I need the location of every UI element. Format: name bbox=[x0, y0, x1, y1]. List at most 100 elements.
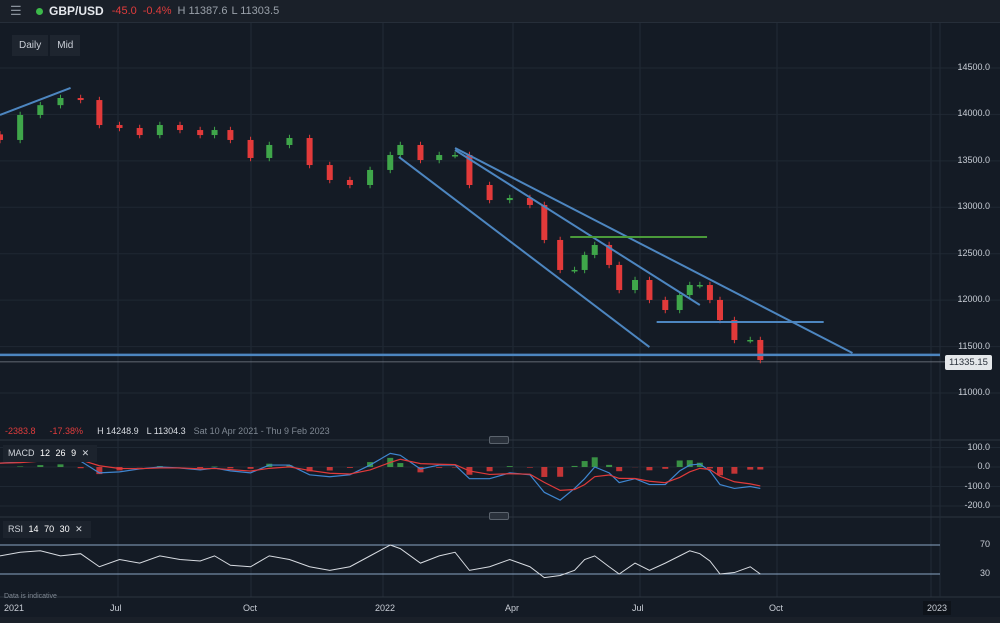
candle bbox=[306, 138, 313, 166]
candle bbox=[436, 155, 443, 161]
candle bbox=[417, 144, 424, 161]
time-axis-label: Oct bbox=[243, 603, 258, 613]
price-axis-label: 12500.0 bbox=[957, 247, 990, 258]
macd-histogram-bar bbox=[397, 463, 404, 467]
price-axis-label: 13000.0 bbox=[957, 201, 990, 212]
price-axis-label: 14000.0 bbox=[957, 108, 990, 119]
macd-histogram-bar bbox=[436, 467, 443, 468]
macd-histogram-bar bbox=[227, 467, 234, 469]
candle bbox=[646, 279, 653, 300]
range-high: H 14248.9 bbox=[97, 426, 139, 436]
price-axis-label: 11000.0 bbox=[958, 387, 990, 397]
range-change: -2383.8 bbox=[5, 426, 36, 436]
market-status-icon bbox=[36, 7, 43, 15]
candle bbox=[156, 125, 163, 136]
candle bbox=[676, 295, 683, 310]
macd-histogram-bar bbox=[662, 467, 669, 469]
candle bbox=[506, 198, 513, 201]
candle bbox=[96, 100, 103, 126]
macd-axis-label: -100.0 bbox=[964, 480, 990, 491]
candle bbox=[486, 185, 493, 201]
macd-histogram-bar bbox=[557, 467, 564, 477]
day-low: L 11303.5 bbox=[231, 5, 280, 17]
macd-axis-label: 0.0 bbox=[977, 461, 990, 471]
candle bbox=[346, 179, 353, 186]
macd-histogram-bar bbox=[616, 467, 623, 472]
price-axis-label: 11500.0 bbox=[958, 340, 990, 351]
candle bbox=[177, 125, 183, 131]
macd-histogram-bar bbox=[486, 467, 493, 472]
macd-histogram-bar bbox=[676, 460, 683, 467]
macd-histogram-bar bbox=[506, 466, 513, 467]
macd-label: MACD bbox=[8, 448, 35, 458]
price-axis-label: 12000.0 bbox=[957, 294, 990, 305]
candle bbox=[571, 269, 578, 272]
candle bbox=[286, 138, 293, 145]
close-icon[interactable]: ✕ bbox=[75, 524, 83, 534]
rsi-param: 30 bbox=[59, 524, 70, 534]
candle bbox=[757, 339, 764, 361]
rsi-axis-label: 30 bbox=[979, 568, 990, 578]
macd-legend: MACD 12 26 9 ✕ bbox=[3, 445, 98, 462]
signal-line bbox=[0, 458, 761, 491]
macd-histogram-bar bbox=[686, 460, 693, 467]
price-axis-label: 14500.0 bbox=[957, 62, 990, 72]
rsi-legend: RSI 14 70 30 ✕ bbox=[3, 521, 91, 538]
macd-histogram-bar bbox=[37, 465, 44, 467]
macd-histogram-bar bbox=[286, 465, 293, 467]
candle bbox=[557, 239, 564, 270]
panel-resize-handle[interactable] bbox=[489, 436, 509, 444]
close-icon[interactable]: ✕ bbox=[81, 448, 90, 458]
last-price-tag: 11335.15 bbox=[945, 355, 992, 370]
price-change-pct: -0.4% bbox=[142, 5, 172, 17]
candle bbox=[116, 125, 123, 128]
macd-histogram-bar bbox=[17, 466, 24, 467]
macd-param: 26 bbox=[55, 448, 66, 458]
candle bbox=[581, 254, 588, 270]
candle bbox=[731, 320, 738, 340]
hamburger-icon[interactable]: ☰ bbox=[10, 3, 22, 18]
rsi-param: 70 bbox=[44, 524, 55, 534]
macd-histogram-bar bbox=[77, 467, 84, 469]
macd-histogram-bar bbox=[417, 467, 424, 473]
candle bbox=[0, 134, 3, 140]
macd-histogram-bar bbox=[581, 461, 588, 467]
macd-histogram-bar bbox=[606, 464, 613, 467]
candle bbox=[197, 130, 204, 136]
trend-line bbox=[454, 147, 853, 354]
macd-histogram-bar bbox=[57, 464, 64, 467]
candle bbox=[616, 264, 623, 291]
rsi-label: RSI bbox=[8, 524, 24, 534]
macd-histogram-bar bbox=[747, 467, 754, 470]
candle bbox=[747, 339, 754, 342]
candle bbox=[591, 244, 598, 255]
time-axis-label: Oct bbox=[769, 603, 784, 613]
candle bbox=[77, 97, 84, 101]
chart-toolbar: Daily Mid bbox=[12, 35, 81, 56]
macd-histogram-bar bbox=[571, 465, 578, 467]
time-axis-label: Jul bbox=[632, 603, 644, 613]
candle bbox=[632, 279, 639, 291]
interval-button[interactable]: Daily bbox=[12, 35, 49, 56]
macd-histogram-bar bbox=[696, 462, 703, 467]
symbol-name[interactable]: GBP/USD bbox=[49, 4, 104, 18]
candle bbox=[466, 155, 473, 186]
price-type-button[interactable]: Mid bbox=[50, 35, 81, 56]
candle bbox=[696, 285, 703, 287]
macd-axis-label: -200.0 bbox=[964, 500, 990, 510]
candle bbox=[452, 155, 459, 157]
price-axis-label: 13500.0 bbox=[957, 154, 990, 165]
candle bbox=[17, 114, 24, 140]
macd-histogram-bar bbox=[526, 467, 533, 468]
candle bbox=[397, 144, 404, 156]
candle bbox=[526, 198, 533, 205]
panel-resize-handle[interactable] bbox=[489, 512, 509, 520]
candle bbox=[266, 144, 273, 158]
macd-histogram-bar bbox=[706, 467, 713, 469]
candle bbox=[367, 169, 374, 186]
candle bbox=[387, 155, 394, 170]
range-period: Sat 10 Apr 2021 - Thu 9 Feb 2023 bbox=[193, 426, 330, 436]
range-low: L 11304.3 bbox=[146, 426, 186, 436]
candle bbox=[662, 299, 669, 310]
